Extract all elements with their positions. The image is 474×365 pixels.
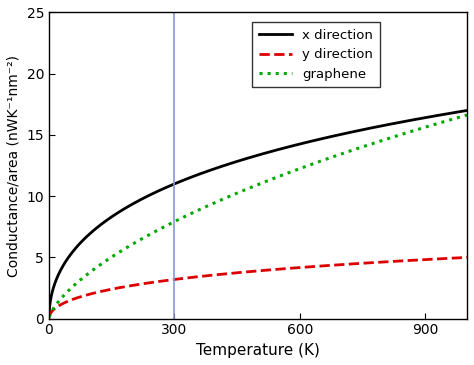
graphene xyxy=(46,315,52,320)
x direction xyxy=(358,128,364,132)
x direction xyxy=(122,206,128,211)
y direction xyxy=(206,273,212,278)
Y-axis label: Conductance/area (nWK⁻¹nm⁻²): Conductance/area (nWK⁻¹nm⁻²) xyxy=(7,54,21,277)
graphene xyxy=(390,135,396,139)
x direction xyxy=(206,169,212,173)
Legend: x direction, y direction, graphene: x direction, y direction, graphene xyxy=(252,22,380,88)
Line: x direction: x direction xyxy=(49,111,467,312)
x direction xyxy=(390,122,396,126)
y direction xyxy=(46,315,52,319)
X-axis label: Temperature (K): Temperature (K) xyxy=(196,343,320,358)
x direction xyxy=(297,142,302,146)
x direction xyxy=(46,310,52,314)
graphene xyxy=(206,203,212,208)
graphene xyxy=(318,159,324,163)
y direction xyxy=(390,259,396,264)
Line: graphene: graphene xyxy=(49,115,467,318)
Line: y direction: y direction xyxy=(49,257,467,317)
y direction xyxy=(297,265,302,270)
x direction xyxy=(464,108,470,113)
graphene xyxy=(297,166,302,171)
x direction xyxy=(318,137,324,141)
y direction xyxy=(122,284,128,289)
y direction xyxy=(318,264,324,268)
graphene xyxy=(122,246,128,251)
graphene xyxy=(358,145,364,150)
graphene xyxy=(464,113,470,117)
y direction xyxy=(464,255,470,260)
y direction xyxy=(358,261,364,265)
